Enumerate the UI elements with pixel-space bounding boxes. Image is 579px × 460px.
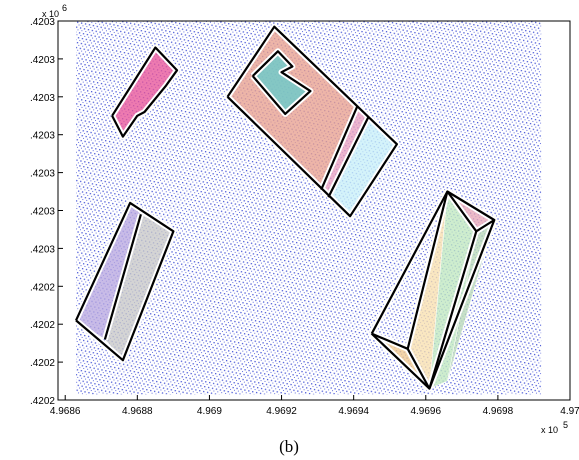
- x-exponent-label: x 10: [541, 425, 558, 435]
- x-tick-label: 4.9692: [266, 406, 297, 417]
- x-tick-label: 4.9696: [410, 406, 441, 417]
- y-axis: .4202 .4202 .4202 .4202 .4203 .4203 .4203 .4203…: [30, 17, 63, 407]
- roof-outline-10: [428, 230, 478, 389]
- y-tick-label: .4202: [30, 282, 55, 293]
- roof-outline-2: [226, 25, 398, 218]
- x-tick-label: 4.9698: [483, 406, 514, 417]
- x-tick-label: 4.9686: [50, 406, 81, 417]
- y-exponent-label: x 10: [42, 9, 59, 19]
- roof-outlines: [73, 23, 498, 392]
- roof-outline-3: [320, 105, 359, 191]
- x-tick-label: 4.9694: [338, 406, 369, 417]
- y-tick-label: .4202: [30, 320, 55, 331]
- y-tick-label: .4203: [30, 244, 55, 255]
- y-tick-label: .4203: [30, 131, 55, 142]
- y-exponent: 6: [62, 3, 67, 13]
- y-tick-label: .4203: [30, 207, 55, 218]
- roof-outline-1: [111, 46, 179, 138]
- x-tick-label: 4.97: [560, 406, 579, 417]
- figure-caption: (b): [279, 437, 299, 456]
- y-tick-label: .4202: [30, 358, 55, 369]
- y-tick-label: .4203: [30, 55, 55, 66]
- y-tick-label: .4203: [30, 169, 55, 180]
- y-tick-label: .4202: [30, 396, 55, 407]
- x-exponent: 5: [563, 420, 568, 430]
- y-tick-label: .4203: [30, 17, 55, 28]
- x-axis: 4.9686 4.9688 4.969 4.9692 4.9694 4.9696 4.969…: [50, 395, 579, 417]
- roof-outline-12: [406, 348, 431, 390]
- roof-outline-5: [251, 50, 312, 116]
- roof-outline-6: [75, 201, 175, 362]
- y-tick-label: .4203: [30, 93, 55, 104]
- roof-outline-7: [103, 213, 142, 340]
- x-tick-label: 4.9688: [122, 406, 153, 417]
- x-tick-label: 4.969: [197, 406, 222, 417]
- plot-area: 4.9686 4.9688 4.969 4.9692 4.9694 4.9696 4.969…: [30, 17, 579, 417]
- roof-outline-4: [327, 117, 370, 198]
